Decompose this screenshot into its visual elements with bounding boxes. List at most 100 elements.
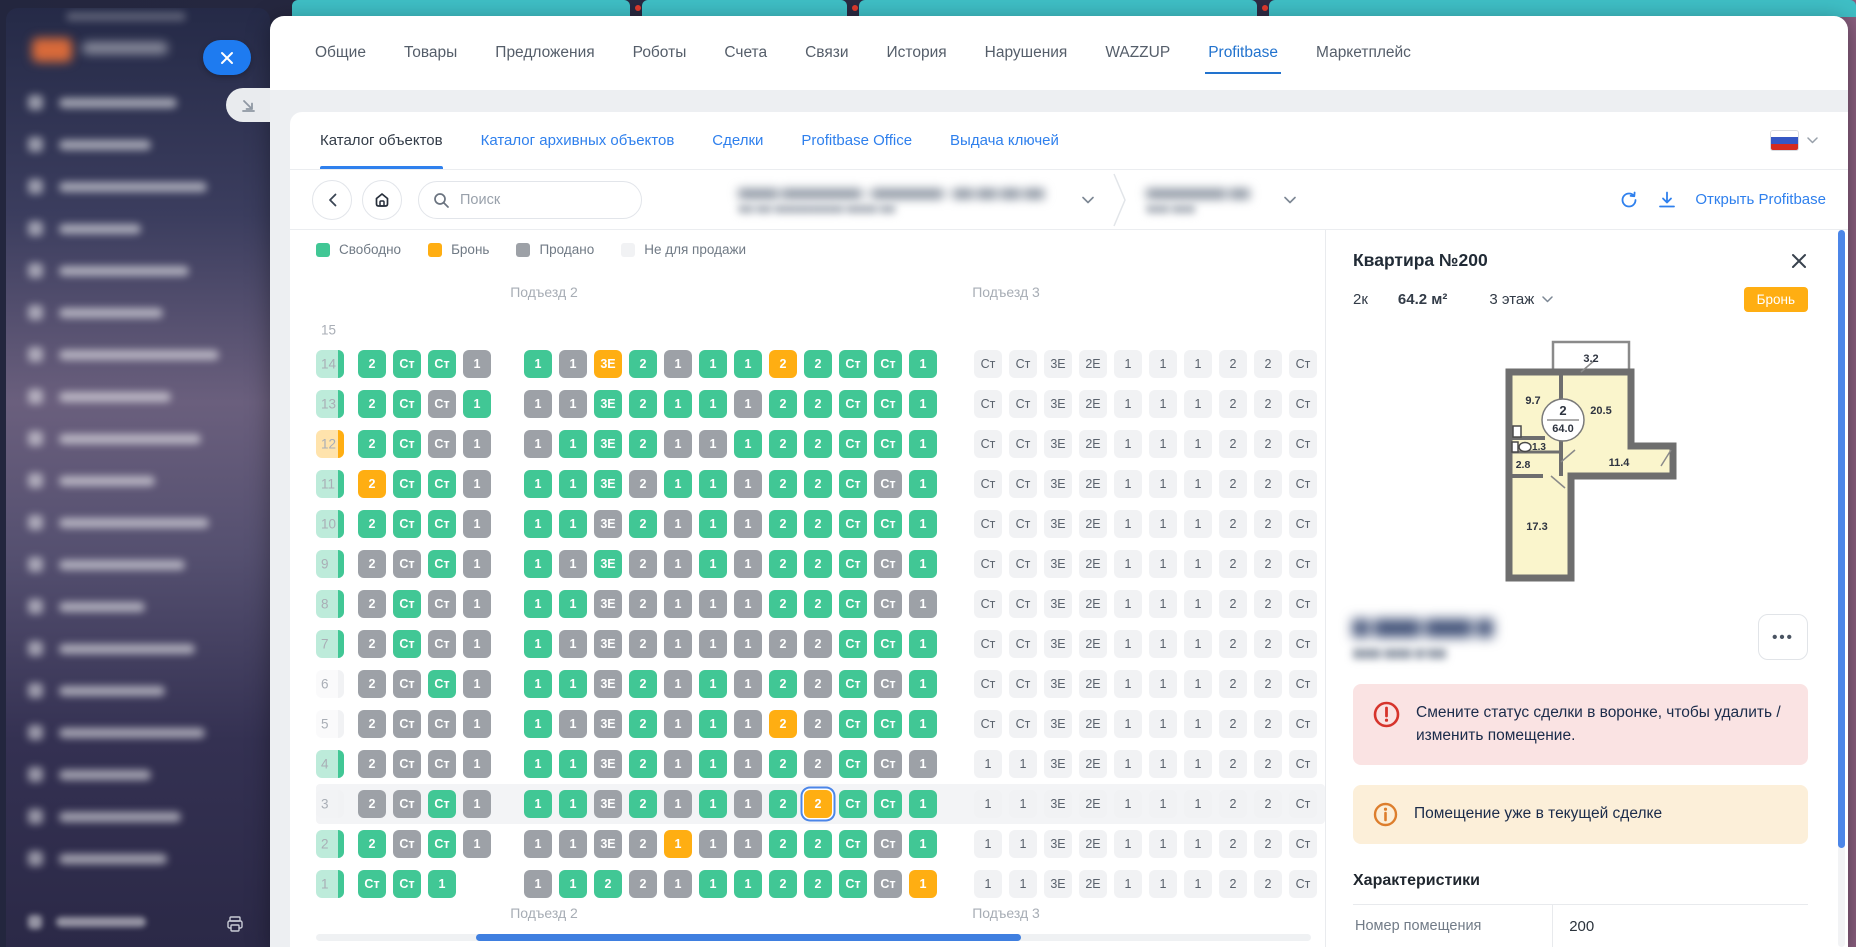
apartment-cell[interactable]: 1 [1149,830,1177,858]
apartment-cell[interactable]: Ст [839,710,867,738]
apartment-cell[interactable]: Ст [1289,390,1317,418]
open-profitbase-link[interactable]: Открыть Profitbase [1695,191,1826,208]
panel-scrollbar-thumb[interactable] [1838,230,1845,848]
apartment-cell[interactable]: 2 [1219,430,1247,458]
apartment-cell-partial[interactable] [316,870,344,898]
apartment-cell[interactable]: Ст [974,390,1002,418]
apartment-cell[interactable]: Ст [428,670,456,698]
apartment-cell[interactable]: 1 [699,790,727,818]
apartment-cell[interactable]: Ст [1289,830,1317,858]
apartment-cell[interactable]: 1 [734,630,762,658]
apartment-cell[interactable]: 1 [559,510,587,538]
apartment-cell[interactable]: 3Е [594,550,622,578]
apartment-cell[interactable]: 1 [974,870,1002,898]
apartment-cell[interactable]: Ст [874,710,902,738]
apartment-cell[interactable]: Ст [839,470,867,498]
apartment-cell[interactable]: 1 [734,550,762,578]
apartment-cell-partial[interactable] [316,430,344,458]
apartment-cell[interactable]: 1 [1114,470,1142,498]
apartment-cell[interactable]: 2 [629,590,657,618]
apartment-cell[interactable]: 1 [909,830,937,858]
apartment-cell[interactable]: 3Е [594,630,622,658]
complex-select[interactable]: ▆▆▆▆ ▆▆▆▆▆▆▆▆ «▆▆▆▆▆▆▆» ▆▆ ▆▆ ▆▆ ▆▆ ▆▆ ▆… [738,186,1094,214]
apartment-cell[interactable]: 1 [1149,870,1177,898]
apartment-cell[interactable]: 1 [664,870,692,898]
apartment-cell[interactable]: 2 [804,870,832,898]
apartment-cell[interactable]: 1 [664,350,692,378]
apartment-cell[interactable]: 1 [1114,630,1142,658]
apartment-cell[interactable]: Ст [1009,350,1037,378]
apartment-cell[interactable]: Ст [1289,710,1317,738]
apartment-cell[interactable]: Ст [393,670,421,698]
apartment-cell[interactable]: 2 [629,710,657,738]
apartment-cell[interactable]: 1 [734,830,762,858]
apartment-cell[interactable]: 2 [1254,510,1282,538]
apartment-cell-partial[interactable] [316,350,344,378]
apartment-cell[interactable]: 2 [358,510,386,538]
apartment-cell[interactable]: Ст [839,510,867,538]
apartment-cell[interactable]: 1 [1114,790,1142,818]
apartment-cell[interactable]: 1 [734,590,762,618]
apartment-cell-selected[interactable]: 2 [804,790,832,818]
apartment-cell[interactable]: 2 [1219,670,1247,698]
apartment-cell[interactable]: 3Е [594,390,622,418]
apartment-cell[interactable]: Ст [874,350,902,378]
apartment-cell[interactable]: 3Е [1044,390,1072,418]
subtab-4[interactable]: Profitbase Office [801,132,913,149]
apartment-cell[interactable]: Ст [874,670,902,698]
apartment-cell[interactable]: 3Е [1044,510,1072,538]
apartment-cell[interactable]: 2 [1219,350,1247,378]
tab-общие[interactable]: Общие [315,44,366,61]
apartment-cell[interactable]: 1 [699,350,727,378]
subtab-3[interactable]: Сделки [712,132,764,149]
apartment-cell[interactable]: 2 [1254,430,1282,458]
apartment-cell[interactable]: 1 [463,710,491,738]
apartment-cell[interactable]: Ст [839,790,867,818]
apartment-cell[interactable]: 2 [804,390,832,418]
apartment-cell[interactable]: 2 [1254,350,1282,378]
apartment-cell[interactable]: Ст [1009,630,1037,658]
apartment-cell[interactable]: 2 [769,670,797,698]
apartment-cell[interactable]: Ст [1009,670,1037,698]
apartment-cell[interactable]: 2 [769,790,797,818]
apartment-cell[interactable]: 2 [1254,870,1282,898]
apartment-cell[interactable]: 3Е [594,430,622,458]
tab-история[interactable]: История [886,44,947,61]
apartment-cell[interactable]: 3Е [594,790,622,818]
subtab-5[interactable]: Выдача ключей [950,132,1059,149]
apartment-cell[interactable]: Ст [393,590,421,618]
apartment-cell[interactable]: 1 [524,430,552,458]
apartment-cell[interactable]: 1 [909,630,937,658]
apartment-cell[interactable]: 2 [1219,590,1247,618]
apartment-cell[interactable]: 1 [909,510,937,538]
apartment-cell[interactable]: 1 [699,750,727,778]
apartment-cell[interactable]: 1 [559,630,587,658]
subtab-1[interactable]: Каталог объектов [320,112,443,169]
apartment-cell[interactable]: Ст [1289,350,1317,378]
apartment-cell[interactable]: Ст [428,790,456,818]
apartment-cell[interactable]: 1 [699,710,727,738]
slider-close-button[interactable] [203,40,251,75]
apartment-cell[interactable]: 1 [699,470,727,498]
apartment-cell[interactable]: 2 [629,550,657,578]
apartment-cell[interactable]: Ст [1289,750,1317,778]
apartment-cell[interactable]: 1 [909,470,937,498]
apartment-cell[interactable]: Ст [1289,550,1317,578]
apartment-cell[interactable]: 2 [769,630,797,658]
apartment-cell[interactable]: Ст [839,670,867,698]
apartment-cell[interactable]: Ст [393,870,421,898]
slider-collapse-button[interactable] [226,88,270,122]
apartment-cell[interactable]: 1 [524,790,552,818]
apartment-cell[interactable]: 1 [1114,710,1142,738]
tab-маркетплейс[interactable]: Маркетплейс [1315,44,1411,61]
apartment-cell[interactable]: Ст [974,470,1002,498]
apartment-cell[interactable]: Ст [874,590,902,618]
apartment-cell[interactable]: Ст [428,630,456,658]
apartment-cell[interactable]: 1 [559,790,587,818]
apartment-cell[interactable]: 2 [358,470,386,498]
apartment-cell[interactable]: 2 [594,870,622,898]
apartment-cell[interactable]: 2 [804,550,832,578]
apartment-cell[interactable]: 1 [463,790,491,818]
apartment-cell[interactable]: 1 [699,630,727,658]
apartment-cell-partial[interactable] [316,590,344,618]
